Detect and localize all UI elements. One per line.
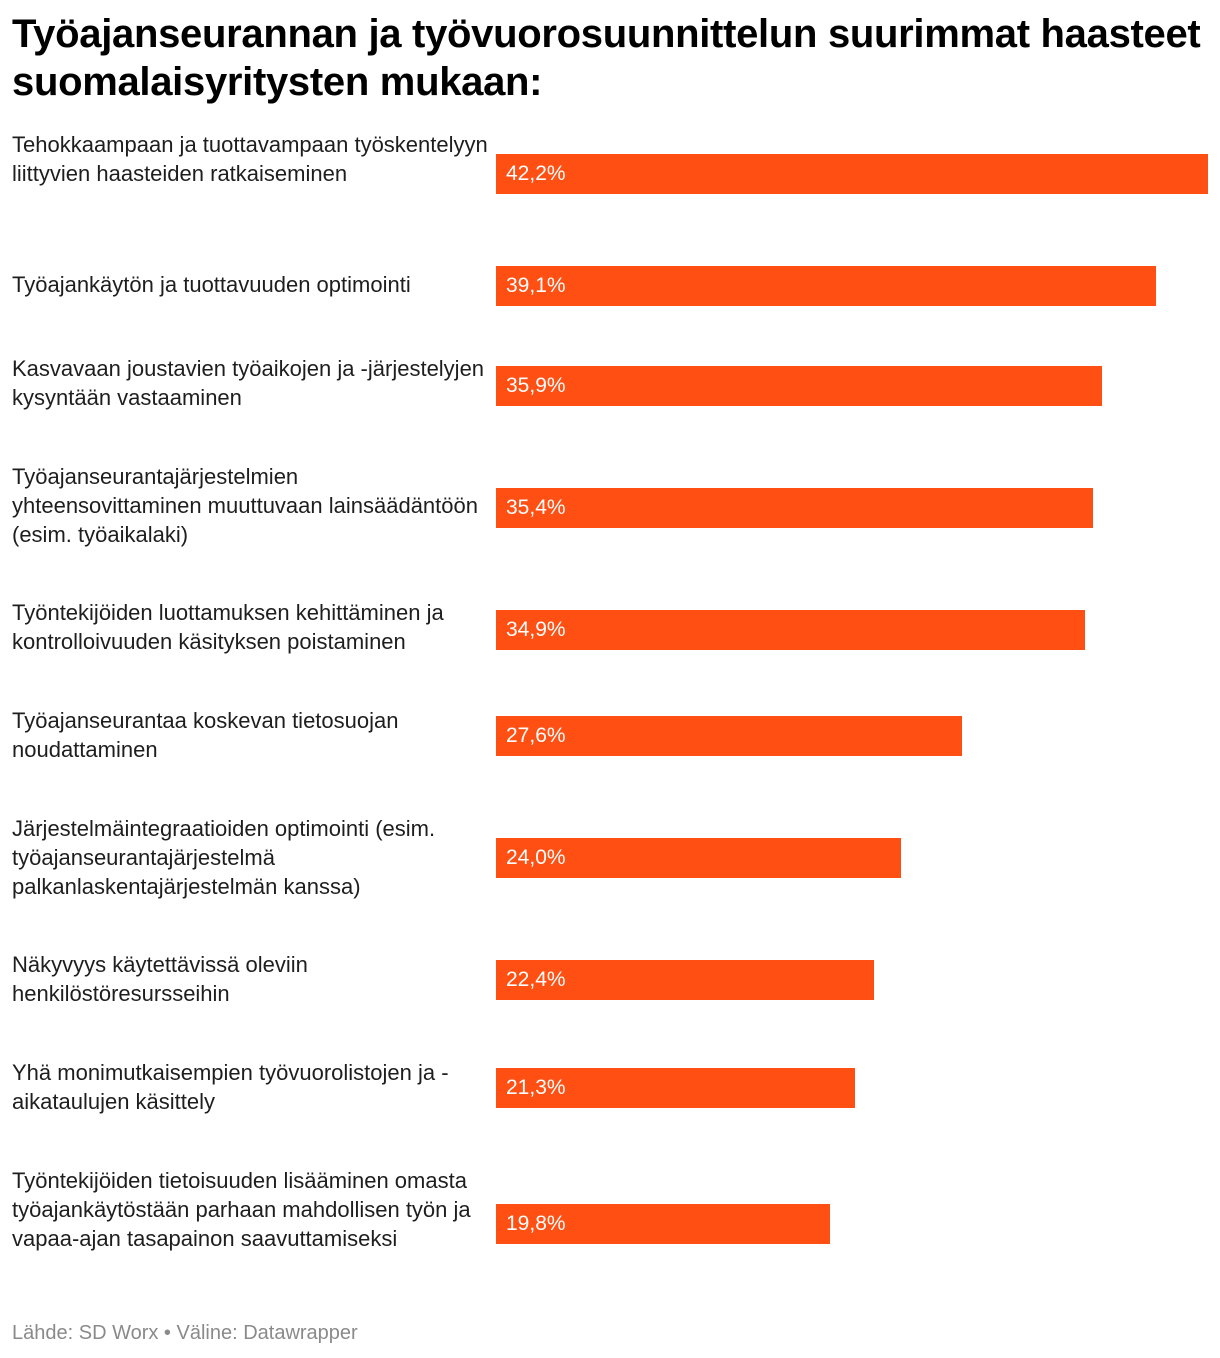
bar bbox=[496, 366, 1102, 406]
source-footer: Lähde: SD Worx • Väline: Datawrapper bbox=[12, 1322, 358, 1344]
bar bbox=[496, 1204, 830, 1244]
bar bbox=[496, 610, 1085, 650]
bar bbox=[496, 154, 1208, 194]
bar-value-label: 34,9% bbox=[506, 618, 566, 641]
bar bbox=[496, 266, 1156, 306]
bar-value-label: 19,8% bbox=[506, 1212, 566, 1235]
chart-title: Työajanseurannan ja työvuorosuunnittelun… bbox=[12, 12, 1201, 104]
bar-value-label: 35,9% bbox=[506, 374, 566, 397]
category-label: Työajankäytön ja tuottavuuden optimointi bbox=[12, 272, 411, 297]
bar-value-label: 22,4% bbox=[506, 968, 566, 991]
bar bbox=[496, 838, 901, 878]
category-label: Kasvavaan joustavien työaikojen ja -järj… bbox=[12, 356, 485, 410]
bar-value-label: 39,1% bbox=[506, 274, 566, 297]
category-label: Yhä monimutkaisempien työvuorolistojen j… bbox=[12, 1060, 449, 1114]
category-label: Tehokkaampaan ja tuottavampaan työskente… bbox=[12, 132, 488, 186]
bar bbox=[496, 960, 874, 1000]
bar bbox=[496, 716, 962, 756]
bar-value-label: 21,3% bbox=[506, 1076, 566, 1099]
bar bbox=[496, 1068, 855, 1108]
category-label: Työntekijöiden tietoisuuden lisääminen o… bbox=[12, 1168, 471, 1251]
category-label: Työajanseurantajärjestelmien yhteensovit… bbox=[12, 464, 478, 547]
bar-value-label: 42,2% bbox=[506, 162, 566, 185]
category-label: Työajanseurantaa koskevan tietosuojan no… bbox=[12, 708, 399, 762]
bar-value-label: 27,6% bbox=[506, 724, 566, 747]
bar-value-label: 24,0% bbox=[506, 846, 566, 869]
category-label: Näkyvyys käytettävissä oleviin henkilöst… bbox=[12, 952, 308, 1006]
category-label: Järjestelmäintegraatioiden optimointi (e… bbox=[12, 816, 436, 899]
bar bbox=[496, 488, 1093, 528]
bar-value-label: 35,4% bbox=[506, 496, 566, 519]
category-label: Työntekijöiden luottamuksen kehittäminen… bbox=[12, 600, 444, 654]
